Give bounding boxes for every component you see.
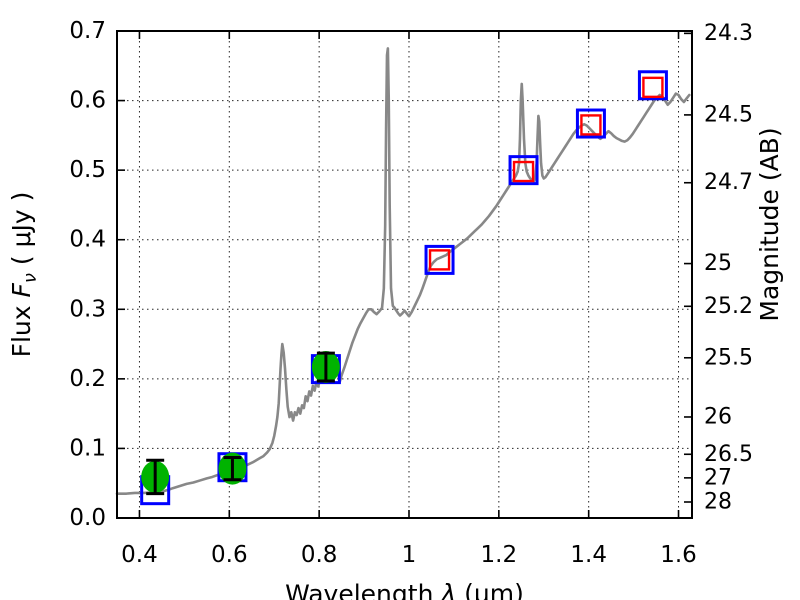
y-tick-label: 0.3 [69,296,106,322]
y-tick-label: 0.2 [69,366,106,392]
model-photometry-square-blue [508,155,539,186]
model-photometry-square-red [580,114,602,136]
plot-frame [116,30,693,519]
magnitude-tick-label: 24.3 [704,21,753,46]
x-axis-title: Wavelength λ (μm) [285,579,524,600]
axis-titles-layer: Wavelength λ (μm) Flux Fν ( μJy ) Magnitud… [7,127,784,600]
model-photometry-square-red [428,249,451,271]
tick-marks-layer [117,30,692,519]
magnitude-tick-label: 26.5 [704,442,753,467]
y-tick-label: 0.6 [69,88,106,114]
magnitude-tick-label: 26 [704,404,732,429]
model-photometry-square-red [642,76,664,99]
y-axis-title-units: ( μJy ) [7,192,36,273]
magnitude-tick-label: 25.5 [704,345,753,370]
y-tick-label: 0.0 [69,505,106,531]
x-axis-title-units: (μm) [456,579,524,600]
model-photometry-square-red [512,160,535,183]
data-markers-layer [140,70,668,506]
magnitude-tick-label: 25.2 [704,294,753,319]
y2-axis-title: Magnitude (AB) [755,127,784,321]
y-axis-title-subscript: ν [20,273,41,283]
x-tick-label: 1.2 [481,542,518,568]
axes-frame-layer [116,30,693,519]
x-tick-label: 1.4 [570,542,607,568]
y-axis-title-symbol: F [7,282,36,297]
model-photometry-square-blue [575,108,606,139]
y-tick-label: 0.4 [69,227,106,253]
x-tick-label: 0.6 [211,542,248,568]
y-tick-label: 0.5 [69,157,106,183]
x-tick-label: 1 [402,542,417,568]
magnitude-tick-label: 27 [704,465,732,490]
model-photometry-square-blue [424,244,455,275]
magnitude-tick-label: 28 [704,489,732,514]
y-axis-title: Flux Fν ( μJy ) [7,192,41,358]
tick-labels-layer: 0.4 0.6 0.8 1 1.2 1.4 1.6 0.0 0.1 0.2 0.3 0.4 0.5 0.6… [69,18,753,568]
y-tick-label: 0.7 [69,18,106,44]
magnitude-tick-label: 24.5 [704,102,753,127]
magnitude-tick-label: 24.7 [704,170,753,195]
magnitude-tick-label: 25 [704,251,732,276]
x-axis-title-symbol: λ [439,579,456,600]
model-photometry-square-blue [637,70,668,101]
x-tick-label: 0.4 [121,542,158,568]
x-tick-label: 1.6 [660,542,697,568]
grid-layer [117,30,692,519]
y-tick-label: 0.1 [69,435,106,461]
x-tick-label: 0.8 [301,542,338,568]
